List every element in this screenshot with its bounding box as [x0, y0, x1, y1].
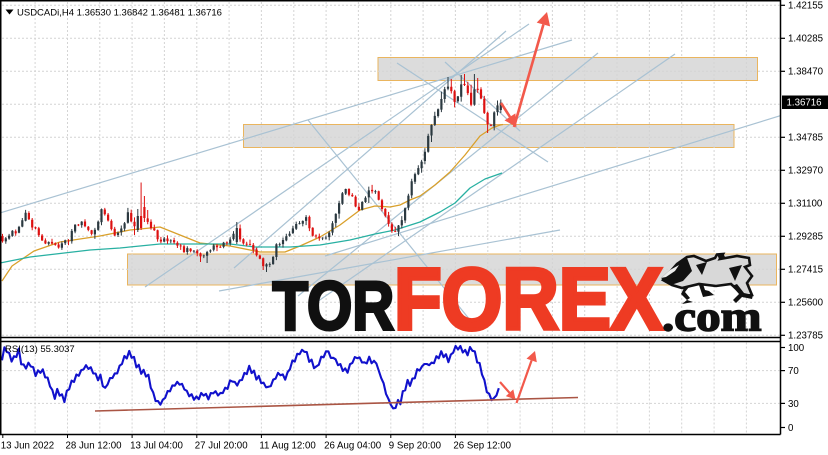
- svg-text:26 Aug 04:00: 26 Aug 04:00: [324, 441, 382, 452]
- svg-text:1.34785: 1.34785: [788, 133, 823, 144]
- svg-text:100: 100: [788, 343, 805, 354]
- svg-text:RSI(13) 55.3037: RSI(13) 55.3037: [5, 344, 75, 355]
- svg-text:28 Jun 12:00: 28 Jun 12:00: [66, 441, 123, 452]
- svg-text:1.29285: 1.29285: [788, 232, 823, 243]
- svg-text:1.36716: 1.36716: [787, 98, 822, 109]
- svg-text:FOREX: FOREX: [394, 250, 663, 348]
- svg-text:11 Aug 12:00: 11 Aug 12:00: [259, 441, 316, 452]
- svg-text:70: 70: [788, 366, 799, 377]
- svg-text:13 Jul 04:00: 13 Jul 04:00: [130, 441, 183, 452]
- svg-text:27 Jul 20:00: 27 Jul 20:00: [195, 441, 248, 452]
- svg-text:0: 0: [788, 423, 794, 434]
- svg-text:1.27415: 1.27415: [788, 265, 823, 276]
- svg-text:TOR: TOR: [273, 267, 395, 345]
- svg-text:9 Sep 20:00: 9 Sep 20:00: [389, 441, 442, 452]
- svg-text:30: 30: [788, 399, 799, 410]
- svg-text:.com: .com: [662, 293, 762, 340]
- svg-text:1.38470: 1.38470: [788, 67, 824, 78]
- svg-text:1.32970: 1.32970: [788, 166, 824, 177]
- svg-text:1.42155: 1.42155: [788, 1, 823, 12]
- svg-text:1.25600: 1.25600: [788, 298, 824, 309]
- svg-text:13 Jun 2022: 13 Jun 2022: [1, 441, 54, 452]
- svg-text:USDCADi,H4 1.36530 1.36842 1.: USDCADi,H4 1.36530 1.36842 1.36481 1.367…: [17, 8, 222, 19]
- svg-text:1.31100: 1.31100: [788, 199, 823, 210]
- svg-text:1.40285: 1.40285: [788, 34, 823, 45]
- svg-text:1.23785: 1.23785: [788, 331, 823, 342]
- svg-text:26 Sep 12:00: 26 Sep 12:00: [453, 441, 511, 452]
